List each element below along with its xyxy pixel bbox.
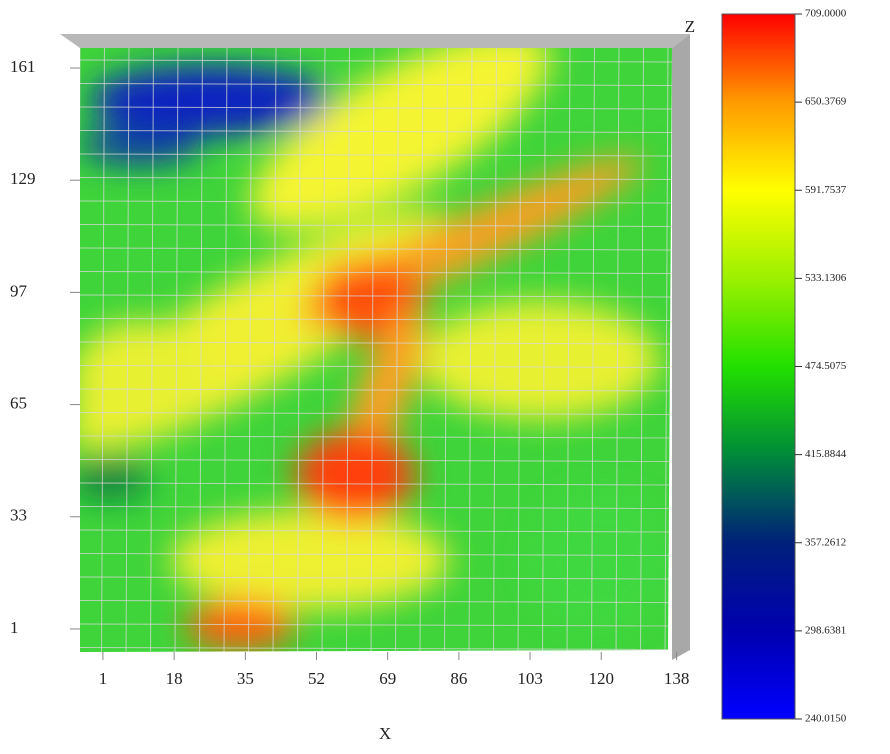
wireframe-line [223, 48, 228, 652]
wireframe-line [542, 48, 546, 652]
wireframe-line [80, 388, 672, 392]
colorbar-tick-label: 709.0000 [805, 8, 847, 20]
wireframe-line [297, 48, 301, 652]
x-tick-label: 86 [450, 669, 467, 688]
wireframe-line [80, 412, 672, 415]
colorbar-tick-label: 298.6381 [805, 624, 846, 636]
wireframe-line [80, 294, 672, 298]
wireframe-line [80, 341, 672, 345]
colorbar-tick-label: 415.8844 [805, 448, 847, 460]
y-tick-label: 33 [10, 506, 27, 525]
y-tick-label: 1 [10, 618, 19, 637]
wireframe-line [174, 48, 179, 652]
wireframe-line [444, 48, 448, 652]
wireframe-line [80, 482, 672, 486]
wireframe-line [80, 318, 672, 321]
wireframe-line [591, 48, 595, 652]
wireframe-line [346, 48, 350, 652]
x-tick-label: 52 [308, 669, 325, 688]
wireframe-line [80, 59, 672, 63]
z-axis-label: Z [685, 17, 695, 36]
y-tick-label: 97 [10, 281, 28, 300]
wireframe-line [419, 48, 424, 652]
y-tick-label: 129 [10, 169, 36, 188]
wireframe-line [80, 106, 672, 110]
wireframe-line [80, 647, 672, 650]
x-tick-label: 18 [166, 669, 183, 688]
wireframe-line [80, 83, 672, 86]
box-frame [60, 34, 690, 660]
y-tick-label: 161 [10, 57, 36, 76]
wireframe-line [80, 435, 672, 439]
x-tick-label: 120 [589, 669, 615, 688]
colorbar-tick-label: 533.1306 [805, 272, 847, 284]
wireframe-line [80, 600, 672, 603]
colorbar-tick-label: 357.2612 [805, 536, 846, 548]
wireframe-line [80, 153, 672, 157]
wireframe-line [80, 623, 672, 627]
wireframe-line [80, 271, 672, 274]
wireframe-line [80, 247, 672, 251]
wireframe-line [640, 48, 644, 652]
wireframe-line [80, 224, 672, 227]
x-tick-label: 69 [379, 669, 396, 688]
wireframe-line [493, 48, 497, 652]
colorbar-tick-label: 240.0150 [805, 713, 847, 725]
wireframe-line [80, 506, 672, 509]
wireframe-line [80, 553, 672, 556]
wireframe-line [395, 48, 399, 652]
surface [80, 48, 672, 652]
wireframe-line [199, 48, 203, 652]
y-tick-label: 65 [10, 393, 27, 412]
wireframe-line [80, 529, 672, 533]
wireframe-line [664, 48, 669, 652]
wireframe-line [80, 130, 672, 133]
wireframe-line [468, 48, 473, 652]
wireframe-line [80, 200, 672, 204]
x-tick-label: 1 [99, 669, 108, 688]
wireframe-line [125, 48, 130, 652]
colorbar-tick-label: 474.5075 [805, 360, 847, 372]
colorbar-tick-label: 650.3769 [805, 96, 847, 108]
colorbar [721, 13, 796, 720]
wireframe-line [80, 365, 672, 368]
x-tick-label: 103 [517, 669, 543, 688]
x-tick-label: 35 [237, 669, 254, 688]
wireframe-line [370, 48, 375, 652]
wireframe-line [80, 576, 672, 580]
colorbar-tick-label: 591.7537 [805, 184, 847, 196]
wireframe-line [80, 459, 672, 462]
wireframe-line [248, 48, 252, 652]
wireframe-line [321, 48, 326, 652]
wireframe-line [150, 48, 154, 652]
wireframe-line [615, 48, 620, 652]
wireframe-line [517, 48, 522, 652]
wireframe-line [80, 48, 81, 652]
wireframe-line [272, 48, 277, 652]
x-tick-label: 138 [664, 669, 690, 688]
wireframe-line [80, 177, 672, 180]
wireframe-line [566, 48, 571, 652]
x-axis-label: X [379, 724, 391, 743]
wireframe-line [101, 48, 105, 652]
